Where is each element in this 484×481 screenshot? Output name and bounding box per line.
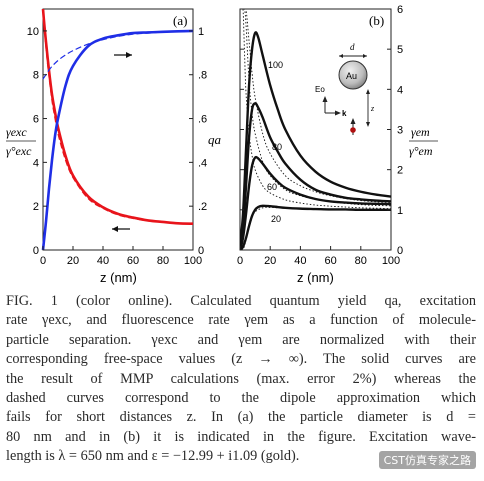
caption-line: dashed curves correspond to the dipole a…: [6, 390, 476, 407]
sphere-label: Au: [346, 71, 357, 81]
solid-curve-80: [240, 102, 391, 250]
curve-label-100: 100: [268, 60, 283, 70]
panel-a-label: (a): [173, 13, 187, 28]
caption-line: rate γexc, and fluorescence rate γem as …: [6, 312, 476, 329]
caption-line: particle separation. γexc and γem are no…: [6, 331, 476, 348]
red-dashed-curve: [42, 8, 194, 225]
panel-a-right-axis-label: qa: [208, 132, 222, 147]
left-tick-label: 8: [33, 70, 39, 82]
panel-b-label: (b): [369, 13, 384, 28]
right-tick-label: 2: [397, 165, 403, 177]
right-tick-label: 4: [397, 84, 403, 96]
solid-curve-100: [240, 31, 391, 247]
x-tick-label: 100: [184, 255, 202, 267]
left-tick-label: 4: [33, 157, 39, 169]
x-tick-label: 80: [157, 255, 169, 267]
x-tick-label: 60: [324, 255, 336, 267]
watermark: CST仿真专家之路: [378, 451, 476, 469]
caption-line: length is λ = 650 nm and ε = −12.99 + i1…: [6, 448, 300, 465]
right-tick-label: 0: [397, 245, 403, 257]
red-solid-curve: [41, 8, 194, 226]
field-arrow-icon: [322, 96, 328, 102]
left-tick-label: 0: [33, 245, 39, 257]
x-tick-label: 60: [127, 255, 139, 267]
right-tick-label: 6: [397, 4, 403, 16]
left-tick-label: 2: [33, 201, 39, 213]
field-label: Eo: [315, 85, 325, 94]
curve-label-20: 20: [271, 214, 281, 224]
x-tick-label: 0: [237, 255, 243, 267]
x-tick-label: 0: [40, 255, 46, 267]
x-tick-label: 100: [382, 255, 400, 267]
panel-a-plot-area: [41, 8, 194, 251]
panel-b-right-axis-label-numerator: γem: [411, 125, 430, 139]
molecule-dot-icon: [350, 127, 356, 133]
dotted-curve: [241, 206, 391, 250]
caption-line: fails for short distances z. In (a) the …: [6, 409, 476, 426]
blue-dashed-curve: [42, 30, 194, 80]
right-tick-label: .4: [198, 157, 207, 169]
solid-curve-20: [240, 204, 391, 250]
right-tick-label: 3: [397, 125, 403, 137]
dotted-curve: [241, 9, 391, 207]
right-tick-label: .8: [198, 70, 207, 82]
curve-label-80: 80: [272, 142, 282, 152]
left-tick-label: 10: [27, 26, 39, 38]
x-tick-label: 20: [264, 255, 276, 267]
right-tick-label: .2: [198, 201, 207, 213]
right-tick-label: .6: [198, 114, 207, 126]
z-distance-label: z: [370, 104, 375, 113]
caption-line: corresponding free-space values (z → ∞).…: [6, 351, 476, 368]
diameter-label: d: [350, 42, 355, 52]
k-arrow-icon: [335, 110, 341, 116]
figure-caption: FIG. 1 (color online). Calculated quantu…: [6, 292, 476, 467]
right-tick-label: 1: [397, 205, 403, 217]
left-tick-label: 6: [33, 114, 39, 126]
dipole-arrow-icon: [350, 118, 356, 124]
dotted-curve: [241, 9, 391, 210]
right-tick-label: 5: [397, 44, 403, 56]
panel-a-left-axis-label-numerator: γexc: [6, 125, 27, 139]
caption-line: 80 nm and in (b) it is indicated in the …: [6, 428, 476, 445]
panel-b-right-axis-label-denominator: γ°em: [409, 144, 433, 158]
panel-a-left-axis-label-denominator: γ°exc: [6, 144, 32, 158]
blue-solid-curve: [41, 29, 194, 251]
particle-inset: d Au Eo k z: [315, 42, 375, 135]
k-label: k: [342, 109, 347, 118]
solid-curve-60: [240, 155, 391, 250]
right-tick-label: 1: [198, 26, 204, 38]
arrow-right-icon: [114, 52, 132, 58]
right-tick-label: 0: [198, 245, 204, 257]
curve-label-60: 60: [267, 182, 277, 192]
x-tick-label: 40: [294, 255, 306, 267]
x-tick-label: 20: [67, 255, 79, 267]
x-tick-label: 80: [355, 255, 367, 267]
dotted-curve: [241, 9, 391, 204]
caption-line: FIG. 1 (color online). Calculated quantu…: [6, 293, 476, 309]
gold-sphere-icon: [338, 60, 368, 90]
panel-b-plot-area: [240, 9, 391, 250]
panel-a-x-axis-label: z (nm): [100, 270, 137, 285]
panel-b-frame: [239, 8, 392, 251]
arrow-left-icon: [112, 226, 130, 232]
panel-a-frame: [42, 8, 194, 251]
panel-b-x-axis-label: z (nm): [297, 270, 334, 285]
caption-line: the result of MMP calculations (max. err…: [6, 370, 476, 387]
x-tick-label: 40: [97, 255, 109, 267]
